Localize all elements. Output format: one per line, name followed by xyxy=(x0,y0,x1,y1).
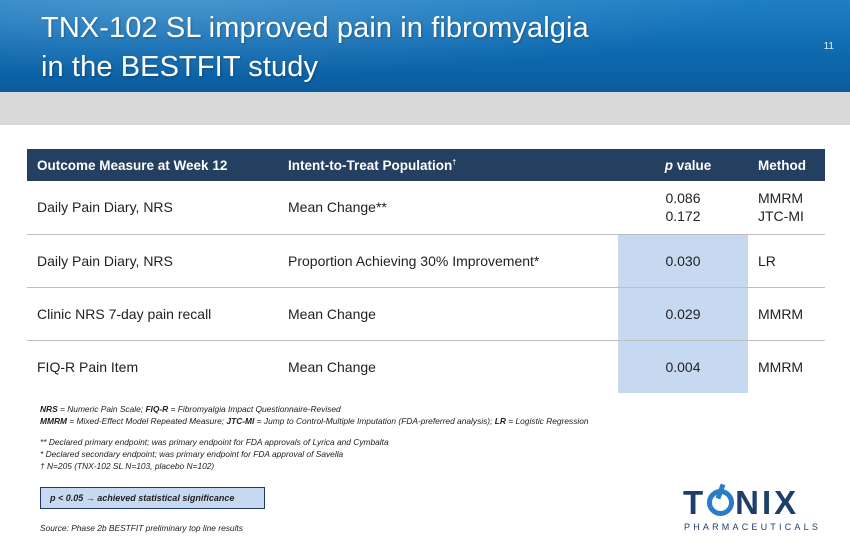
cell-p-value-significant: 0.004 xyxy=(618,340,748,393)
cell-p-value: 0.086 0.172 xyxy=(618,181,748,234)
logo-wordmark: T NIX xyxy=(683,486,799,520)
cell-p-value-significant: 0.030 xyxy=(618,234,748,287)
source-note: Source: Phase 2b BESTFIT preliminary top… xyxy=(40,523,243,533)
abbrev-def: = Logistic Regression xyxy=(505,416,589,426)
p-value: 0.086 xyxy=(665,190,701,207)
tonix-logo: T NIX PHARMACEUTICALS xyxy=(683,486,828,536)
table-header-row: Outcome Measure at Week 12 Intent-to-Tre… xyxy=(27,149,825,181)
logo-letters-right: NIX xyxy=(735,484,800,521)
abbreviations-line-2: MMRM = Mixed-Effect Model Repeated Measu… xyxy=(40,415,700,427)
slide-number: 11 xyxy=(823,41,834,52)
method: JTC-MI xyxy=(758,208,804,225)
cell-method: MMRM JTC-MI xyxy=(748,181,825,234)
abbrev-term: MMRM xyxy=(40,416,67,426)
table-row: Daily Pain Diary, NRS Mean Change** 0.08… xyxy=(27,181,825,234)
abbreviations-line-1: NRS = Numeric Pain Scale; FIQ-R = Fibrom… xyxy=(40,403,700,415)
cell-method: MMRM xyxy=(758,358,804,375)
cell-measure: Mean Change xyxy=(288,305,376,322)
abbrev-term: NRS xyxy=(40,404,58,414)
grey-band xyxy=(0,92,850,125)
abbrev-def: = Fibromyalgia Impact Questionnaire-Revi… xyxy=(168,404,341,414)
header-outcome: Outcome Measure at Week 12 xyxy=(37,157,228,173)
note-primary-endpoint: ** Declared primary endpoint; was primar… xyxy=(40,437,389,447)
header-method: Method xyxy=(758,157,806,173)
abbrev-term: FIQ-R xyxy=(145,404,169,414)
table-row: Clinic NRS 7-day pain recall Mean Change… xyxy=(27,287,825,340)
slide-title-line-1: TNX-102 SL improved pain in fibromyalgia xyxy=(41,12,589,44)
abbrev-def: = Numeric Pain Scale; xyxy=(57,404,146,414)
header-p-rest: value xyxy=(672,157,712,173)
significance-legend-box: p < 0.05 → achieved statistical signific… xyxy=(40,487,265,509)
cell-method: LR xyxy=(758,252,776,269)
results-table: Outcome Measure at Week 12 Intent-to-Tre… xyxy=(27,149,825,393)
title-banner: TNX-102 SL improved pain in fibromyalgia… xyxy=(0,0,850,92)
abbrev-def: = Mixed-Effect Model Repeated Measure; xyxy=(66,416,227,426)
cell-p-value-significant: 0.029 xyxy=(618,287,748,340)
cell-outcome: FIQ-R Pain Item xyxy=(37,358,139,375)
banner-shine xyxy=(0,0,850,92)
results-table-container: Outcome Measure at Week 12 Intent-to-Tre… xyxy=(27,149,825,393)
logo-letters-left: T xyxy=(683,484,707,521)
header-p-value: p value xyxy=(618,149,748,181)
slide-title-line-2: in the BESTFIT study xyxy=(41,51,319,83)
method: MMRM xyxy=(758,190,804,207)
table-row: FIQ-R Pain Item Mean Change 0.004 MMRM xyxy=(27,340,825,393)
logo-o-symbol xyxy=(707,489,735,516)
cell-measure: Mean Change xyxy=(288,358,376,375)
abbrev-term: JTC-MI xyxy=(226,416,255,426)
cell-method: MMRM xyxy=(758,305,804,322)
header-p-italic: p xyxy=(664,157,673,173)
cell-outcome: Daily Pain Diary, NRS xyxy=(37,199,173,216)
cell-measure: Proportion Achieving 30% Improvement* xyxy=(288,252,540,269)
table-row: Daily Pain Diary, NRS Proportion Achievi… xyxy=(27,234,825,287)
cell-outcome: Clinic NRS 7-day pain recall xyxy=(37,305,212,322)
cell-measure: Mean Change** xyxy=(288,199,387,216)
footnotes: NRS = Numeric Pain Scale; FIQ-R = Fibrom… xyxy=(40,403,700,472)
abbrev-def: = Jump to Control-Multiple Imputation (F… xyxy=(254,416,495,426)
note-secondary-endpoint: * Declared secondary endpoint; was prima… xyxy=(40,449,344,459)
header-population-label: Intent-to-Treat Population xyxy=(288,157,453,173)
header-population-mark: † xyxy=(452,159,457,166)
p-value: 0.172 xyxy=(665,208,701,225)
abbrev-term: LR xyxy=(494,416,506,426)
header-population: Intent-to-Treat Population† xyxy=(278,149,618,181)
logo-subtitle: PHARMACEUTICALS xyxy=(684,522,822,532)
cell-outcome: Daily Pain Diary, NRS xyxy=(37,252,173,269)
note-itt-population: † N=205 (TNX-102 SL N=103, placebo N=102… xyxy=(40,461,215,471)
